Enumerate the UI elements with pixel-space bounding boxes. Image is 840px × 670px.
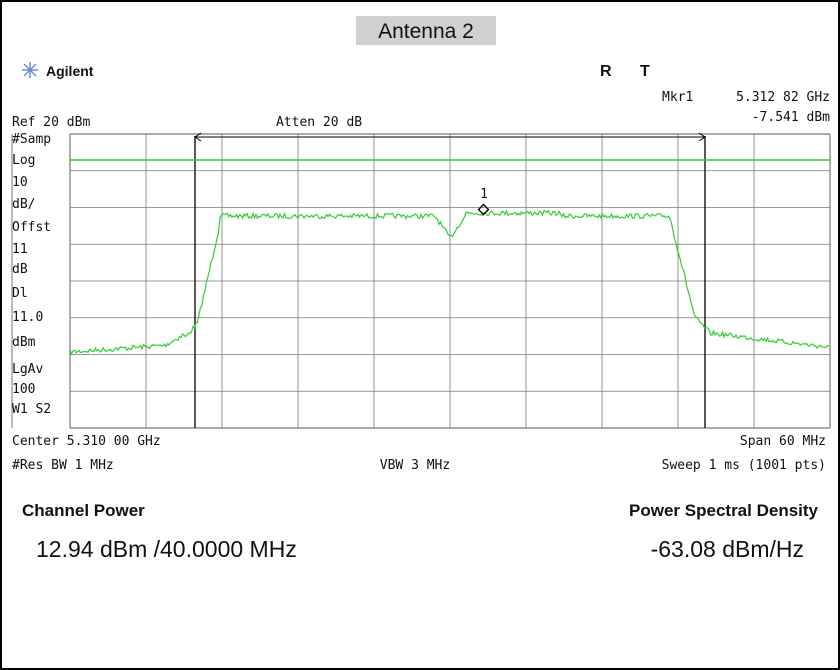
- side-label: LgAv: [12, 362, 43, 377]
- side-label: W1 S2: [12, 402, 51, 417]
- marker-frequency: 5.312 82 GHz: [736, 90, 830, 105]
- side-label: dBm: [12, 335, 36, 350]
- grid: [11, 133, 831, 429]
- side-label: 100: [12, 382, 35, 397]
- side-label: Offst: [12, 220, 51, 235]
- side-label: Dl: [12, 286, 28, 301]
- sweep: Sweep 1 ms (1001 pts): [662, 458, 826, 473]
- rbw: #Res BW 1 MHz: [12, 458, 114, 473]
- side-label: Log: [12, 153, 35, 168]
- title: Antenna 2: [378, 20, 474, 43]
- psd-label: Power Spectral Density: [629, 501, 819, 520]
- channel-power-label: Channel Power: [22, 501, 145, 520]
- marker-id: 1: [480, 187, 488, 202]
- atten: Atten 20 dB: [276, 115, 362, 130]
- side-label: dB/: [12, 197, 35, 212]
- title-box: [356, 16, 496, 45]
- arrow-heads: [194, 132, 706, 142]
- marker-level: -7.541 dBm: [752, 110, 830, 125]
- center-freq: Center 5.310 00 GHz: [12, 434, 161, 449]
- status: T: [640, 63, 650, 80]
- marker-diamond: [477, 203, 490, 216]
- trace: [69, 209, 830, 356]
- side-label: #Samp: [12, 132, 51, 147]
- side-label: 10: [12, 175, 28, 190]
- vbw: VBW 3 MHz: [380, 458, 450, 473]
- span: Span 60 MHz: [740, 434, 826, 449]
- status: R: [600, 63, 612, 80]
- side-label: 11.0: [12, 310, 43, 325]
- side-label: dB: [12, 262, 28, 277]
- channel-power: 12.94 dBm /40.0000 MHz: [36, 536, 297, 562]
- brand: Agilent: [46, 63, 94, 79]
- psd: -63.08 dBm/Hz: [651, 536, 804, 562]
- side-label: 11: [12, 242, 28, 257]
- ref-level: Ref 20 dBm: [12, 115, 90, 130]
- logo: [22, 62, 38, 78]
- marker-label: Mkr1: [662, 90, 693, 105]
